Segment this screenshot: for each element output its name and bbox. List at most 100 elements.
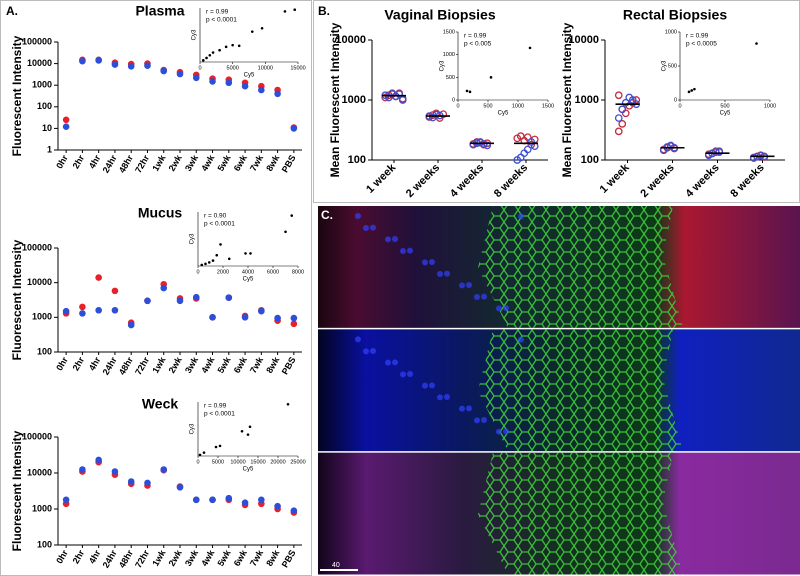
x-tick-label: 2wk [167, 354, 185, 375]
inset-x-tick-label: 0 [456, 103, 459, 109]
inset-point [687, 90, 691, 94]
data-point [241, 314, 249, 321]
nucleus [481, 417, 487, 423]
inset-point [200, 263, 204, 267]
inset-x-label: Cy5 [720, 111, 731, 117]
y-tick-label: 1000 [575, 94, 599, 106]
x-tick-label: PBS [280, 548, 298, 569]
data-point [127, 478, 135, 485]
data-point [618, 120, 627, 128]
nucleus [518, 213, 524, 220]
data-point [290, 314, 298, 322]
inset-point [240, 429, 244, 433]
data-point [241, 499, 249, 506]
data-point [111, 306, 119, 314]
inset-point [227, 257, 231, 261]
inset-point [214, 445, 218, 449]
x-tick-label: 7wk [248, 547, 266, 568]
nucleus [474, 294, 480, 300]
inset-y-tick-label: 0 [674, 97, 677, 103]
inset-x-label: Cy5 [498, 111, 509, 117]
inset-annotation: r = 0.90 [204, 213, 227, 220]
inset-point [219, 243, 222, 246]
data-point [79, 57, 86, 65]
inset-point [218, 444, 222, 448]
inset-x-tick-label: 25000 [290, 459, 305, 465]
data-point [176, 484, 184, 491]
inset-point [218, 48, 221, 52]
data-point [225, 294, 233, 301]
inset-y-label: Cy3 [190, 423, 196, 434]
inset-annotation: p < 0.0005 [686, 41, 717, 48]
inset-y-tick-label: 1000 [443, 52, 455, 58]
nucleus [518, 336, 524, 343]
y-tick-label: 10000 [335, 34, 366, 46]
panel-label: C. [321, 208, 333, 222]
x-tick-label: 72hr [133, 548, 151, 570]
data-point [274, 90, 281, 98]
data-point [715, 147, 724, 156]
x-tick-label: 48hr [117, 355, 135, 377]
x-tick-label: 3wk [183, 152, 201, 173]
data-point [258, 307, 265, 315]
data-point [225, 494, 233, 502]
inset-point [246, 433, 250, 436]
chart-title: Plasma [135, 3, 184, 19]
x-tick-label: 0hr [54, 548, 70, 566]
inset-point [248, 425, 252, 429]
x-tick-label: 7wk [248, 152, 266, 173]
data-point [62, 123, 70, 130]
nucleus [474, 417, 480, 424]
data-point [79, 303, 86, 311]
chart-title: Weck [142, 396, 179, 412]
inset-point [250, 30, 254, 33]
x-tick-label: 1 week [598, 161, 633, 196]
inset-x-tick-label: 1000 [764, 103, 776, 109]
data-point [62, 496, 70, 504]
y-axis-label: Fluorescent Intensity [10, 35, 24, 156]
x-tick-label: 72hr [133, 355, 151, 377]
x-tick-label: 8 weeks [728, 162, 766, 200]
data-point [274, 502, 281, 510]
inset-annotation: p < 0.0001 [206, 17, 237, 24]
y-axis-label: Mean Fluorescent Intensity [560, 22, 574, 177]
data-point [241, 82, 249, 90]
inset-point [211, 259, 215, 262]
cell-mesh [478, 329, 683, 452]
inset-x-tick-label: 5000 [227, 65, 239, 71]
data-point [192, 74, 200, 82]
inset-x-tick-label: 20000 [270, 459, 285, 465]
inset-point [283, 10, 287, 13]
y-tick-label: 100000 [22, 36, 52, 46]
inset-point [755, 42, 758, 45]
panel-label: B. [318, 4, 330, 18]
inset-point [693, 87, 696, 91]
nucleus [466, 282, 472, 288]
y-tick-label: 1 [47, 144, 52, 154]
y-tick-label: 1000 [32, 503, 52, 513]
inset-annotation: p < 0.0001 [204, 221, 235, 228]
data-point [79, 310, 86, 317]
data-point [144, 62, 151, 69]
inset-x-tick-label: 0 [198, 65, 201, 71]
nucleus [370, 224, 376, 231]
data-point [258, 86, 265, 94]
y-tick-label: 10000 [27, 467, 52, 477]
x-tick-label: 4 weeks [448, 162, 486, 200]
nucleus [355, 336, 361, 343]
y-tick-label: 1000 [342, 94, 366, 106]
inset-x-tick-label: 10000 [258, 65, 273, 71]
x-tick-label: 0hr [54, 153, 70, 171]
data-point [618, 105, 627, 114]
nucleus [392, 236, 398, 242]
inset-x-label: Cy5 [244, 73, 255, 79]
nucleus [503, 305, 509, 311]
data-point [95, 306, 102, 314]
data-point [621, 98, 630, 107]
y-tick-label: 10000 [27, 58, 52, 68]
x-tick-label: 7wk [248, 354, 266, 375]
nucleus [407, 247, 413, 254]
data-point [144, 297, 151, 305]
inset-y-tick-label: 500 [446, 75, 455, 81]
inset-point [205, 56, 208, 60]
